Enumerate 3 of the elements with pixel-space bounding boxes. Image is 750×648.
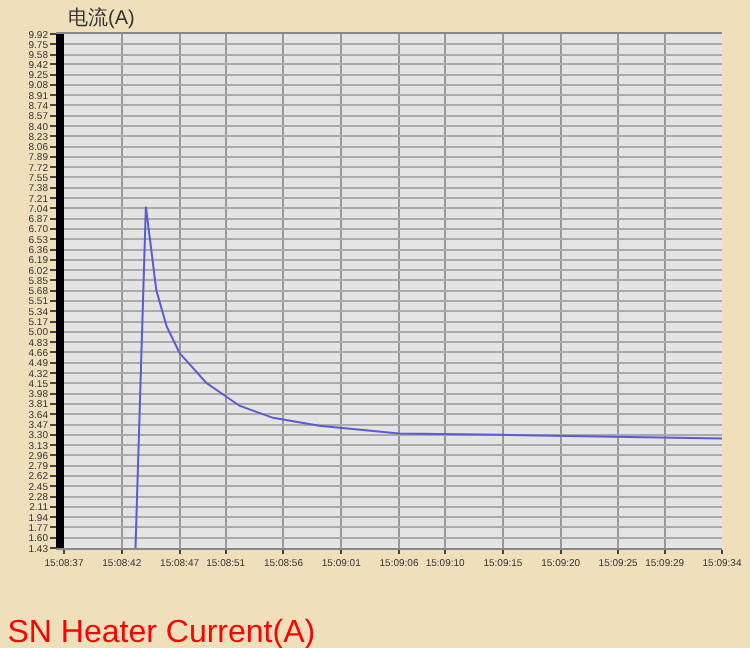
- text: SN Heater Current(A): [7, 615, 316, 648]
- y-axis-title: 电流(A): [68, 6, 135, 30]
- line-series: [134, 205, 722, 548]
